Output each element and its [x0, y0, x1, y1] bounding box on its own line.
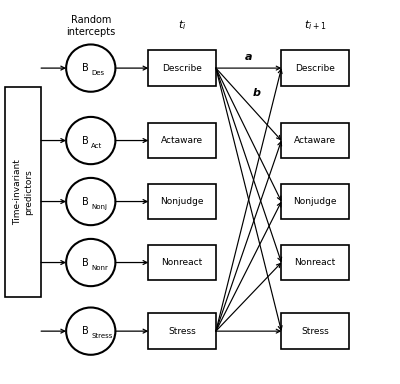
FancyBboxPatch shape	[148, 50, 216, 86]
Text: Nonj: Nonj	[91, 204, 107, 210]
Text: Actaware: Actaware	[294, 136, 336, 145]
Circle shape	[66, 308, 115, 355]
Text: Nonr: Nonr	[91, 265, 108, 271]
Text: $t_{i+1}$: $t_{i+1}$	[304, 18, 326, 32]
Text: Act: Act	[91, 143, 102, 149]
FancyBboxPatch shape	[282, 245, 349, 280]
Text: Random
intercepts: Random intercepts	[66, 15, 115, 37]
FancyBboxPatch shape	[282, 313, 349, 349]
Text: a: a	[245, 53, 252, 63]
FancyBboxPatch shape	[282, 50, 349, 86]
Text: Nonreact: Nonreact	[162, 258, 203, 267]
Text: B: B	[82, 63, 89, 73]
FancyBboxPatch shape	[148, 122, 216, 159]
Text: Nonjudge: Nonjudge	[160, 197, 204, 206]
Circle shape	[66, 178, 115, 225]
FancyBboxPatch shape	[148, 313, 216, 349]
Text: Stress: Stress	[301, 327, 329, 336]
Circle shape	[66, 239, 115, 286]
Text: B: B	[82, 197, 89, 207]
Text: Describe: Describe	[162, 64, 202, 73]
Circle shape	[66, 117, 115, 164]
Text: Des: Des	[91, 70, 104, 76]
Text: Nonreact: Nonreact	[294, 258, 336, 267]
Text: B: B	[82, 326, 89, 336]
Text: $t_{i}$: $t_{i}$	[178, 18, 186, 32]
FancyBboxPatch shape	[148, 245, 216, 280]
Text: Time-invariant
predictors: Time-invariant predictors	[14, 159, 33, 225]
Text: Nonjudge: Nonjudge	[294, 197, 337, 206]
Text: Describe: Describe	[295, 64, 335, 73]
Text: Stress: Stress	[168, 327, 196, 336]
Text: b: b	[253, 88, 261, 98]
Text: Stress: Stress	[91, 333, 112, 339]
FancyBboxPatch shape	[5, 87, 41, 297]
Text: B: B	[82, 136, 89, 146]
Text: Actaware: Actaware	[161, 136, 203, 145]
FancyBboxPatch shape	[282, 184, 349, 219]
Circle shape	[66, 45, 115, 92]
FancyBboxPatch shape	[282, 122, 349, 159]
Text: B: B	[82, 258, 89, 268]
FancyBboxPatch shape	[148, 184, 216, 219]
